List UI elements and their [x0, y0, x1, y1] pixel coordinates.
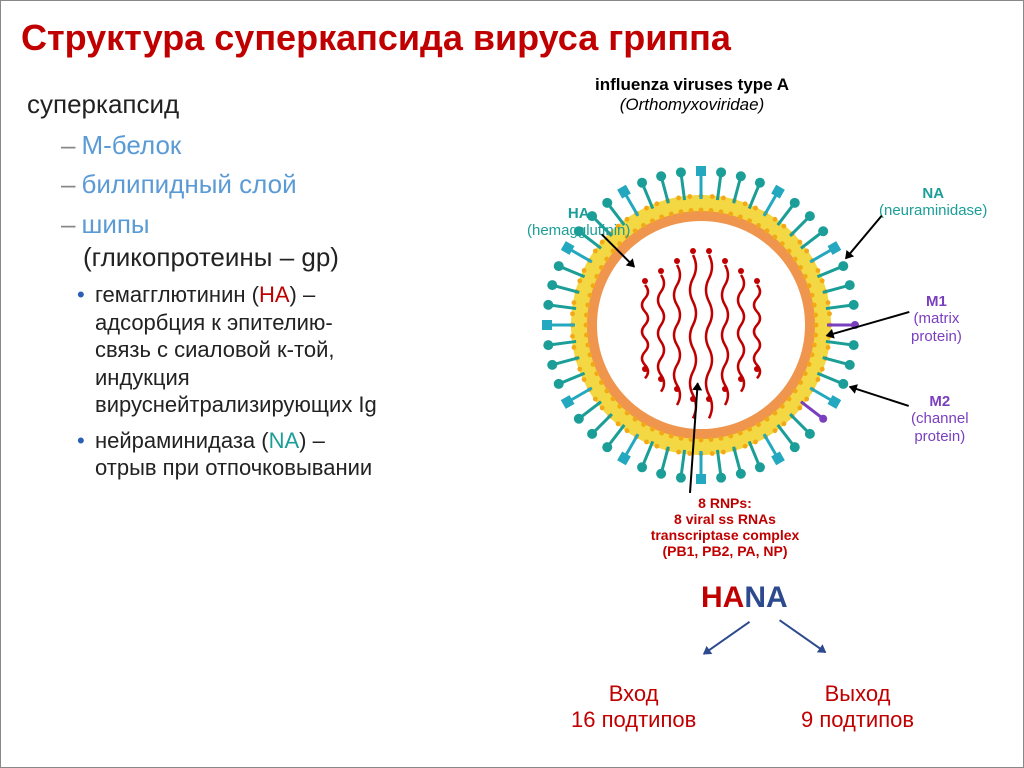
bullet-spikes: –шипы (гликопротеины – gp): [61, 208, 381, 273]
right-column: influenza viruses type A (Orthomyxovirid…: [381, 69, 1003, 490]
hana-code: HANA: [701, 581, 788, 615]
bottom-left: Вход16 подтипов: [571, 681, 696, 733]
supercapsid-label: суперкапсид: [27, 89, 381, 120]
label-m2: M2(channel protein): [911, 393, 969, 445]
label-ha: HA(hemagglutinin): [527, 205, 630, 240]
bottom-right: Выход9 подтипов: [801, 681, 914, 733]
label-m1: M1(matrix protein): [911, 293, 962, 345]
bullet-bilipid: –билипидный слой: [61, 169, 381, 200]
label-rnp: 8 RNPs: 8 viral ss RNAs transcriptase co…: [595, 495, 855, 559]
virus-svg: [491, 115, 911, 535]
page-title: Структура суперкапсида вируса гриппа: [1, 1, 1023, 69]
virus-diagram: HA(hemagglutinin) NA(neuraminidase) M1(m…: [491, 115, 911, 535]
bullet-na: нейраминидаза (NA) – отрыв при отпочковы…: [95, 427, 381, 482]
english-title: influenza viruses type A: [381, 75, 1003, 95]
bullet-ha: гемагглютинин (HA) – адсорбция к эпители…: [95, 281, 381, 419]
english-subtitle: (Orthomyxoviridae): [381, 95, 1003, 115]
bullet-m-protein: –М-белок: [61, 130, 381, 161]
label-na: NA(neuraminidase): [879, 185, 987, 220]
hana-arrows: [621, 621, 901, 681]
left-column: суперкапсид –М-белок –билипидный слой –ш…: [21, 69, 381, 490]
content-row: суперкапсид –М-белок –билипидный слой –ш…: [1, 69, 1023, 490]
